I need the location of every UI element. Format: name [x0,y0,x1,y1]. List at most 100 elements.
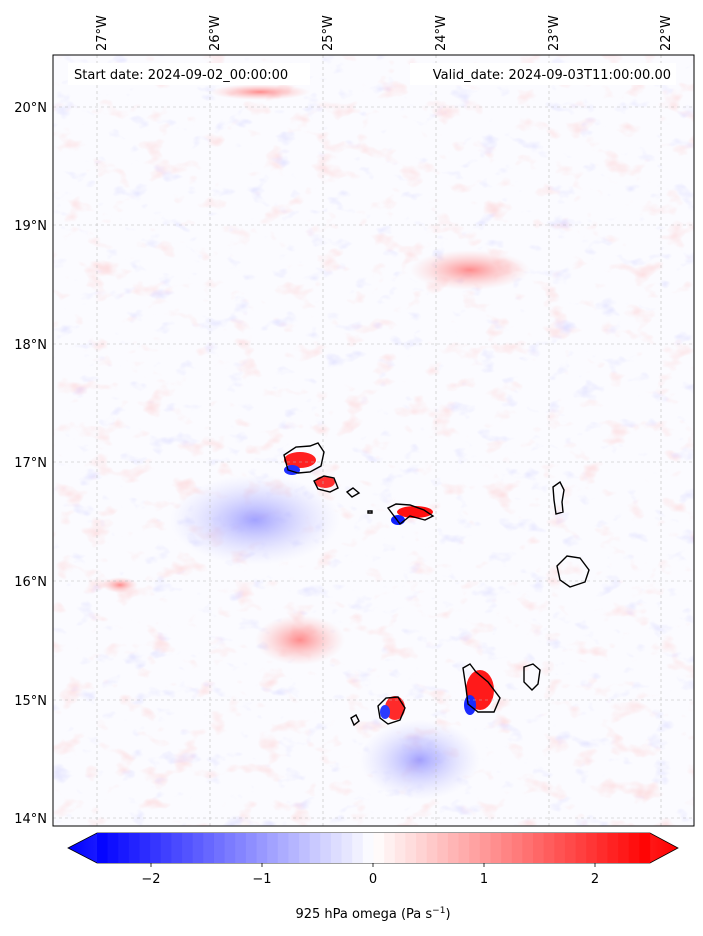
island-maio [523,663,541,691]
colorbar-step [213,833,225,863]
colorbar: −2 −1 0 1 2 925 hPa omega (Pa s−1) [67,832,679,922]
island-santa-luzia [345,487,361,498]
colorbar-step [192,833,204,863]
colorbar-step [522,833,534,863]
lat-label: 18°N [14,338,47,353]
start-date-text: Start date: 2024-09-02_00:00:00 [74,68,288,83]
colorbar-step [596,833,608,863]
island-sao-nicolau [386,503,435,525]
edge-band [102,577,138,593]
lat-labels: 20°N 19°N 18°N 17°N 16°N 15°N 14°N [14,101,47,827]
colorbar-label: 925 hPa omega (Pa s−1) [295,906,450,922]
lat-label: 19°N [14,219,47,234]
island-santiago [462,663,501,713]
colorbar-step [309,833,321,863]
edge-band [210,84,310,100]
colorbar-step [182,833,194,863]
colorbar-tick-label: −2 [141,872,160,887]
colorbar-tick-label: 2 [591,872,599,887]
colorbar-step [511,833,523,863]
colorbar-step [405,833,417,863]
valid-date-box [410,63,676,85]
island-dipole-red [397,506,433,518]
island-dipole-blue [391,515,405,525]
colorbar-step [277,833,289,863]
colorbar-step [373,833,385,863]
colorbar-step [416,833,427,863]
colorbar-step [203,833,215,863]
island-fogo [377,696,406,725]
colorbar-step [437,833,449,863]
colorbar-steps [97,833,651,863]
start-date-box [68,63,310,85]
ascent-zone [410,250,530,290]
lon-label: 22°W [659,15,674,51]
colorbar-step [362,833,374,863]
colorbar-step [479,833,491,863]
island-brava [350,714,360,727]
island-boa-vista [556,555,590,588]
colorbar-step [330,833,342,863]
gridlines [53,55,694,826]
colorbar-step [586,833,598,863]
colorbar-step [447,833,459,863]
island-dipole-red [284,452,316,468]
island-sao-vicente [313,475,339,493]
colorbar-step [245,833,257,863]
island-santo-antao [283,442,325,474]
colorbar-step [107,833,119,863]
colorbar-step [426,833,438,863]
lon-label: 25°W [321,15,336,51]
colorbar-step [256,833,268,863]
colorbar-step [160,833,172,863]
islet [367,510,373,514]
colorbar-step [564,833,576,863]
colorbar-step [235,833,247,863]
island-dipole-red [315,476,335,488]
lat-label: 20°N [14,101,47,116]
colorbar-step [224,833,236,863]
lat-label: 15°N [14,694,47,709]
lon-labels: 27°W 26°W 25°W 24°W 23°W 22°W [95,15,674,51]
lat-label: 17°N [14,456,47,471]
colorbar-step [97,833,108,863]
lon-label: 24°W [434,15,449,51]
colorbar-step [150,833,162,863]
colorbar-step [171,833,183,863]
ascent-zone [255,615,345,665]
coastlines [283,442,590,727]
colorbar-step [533,833,544,863]
colorbar-step [501,833,513,863]
island-sal [552,480,565,515]
colorbar-step [575,833,587,863]
island-dipole-red [385,696,405,720]
colorbar-ticks [150,863,596,867]
colorbar-step [128,833,140,863]
colorbar-step [628,833,640,863]
colorbar-step [299,833,310,863]
colorbar-step [458,833,470,863]
island-dipole-blue [380,705,390,719]
map-frame [52,54,695,827]
lon-label: 27°W [95,15,110,51]
colorbar-step [490,833,502,863]
colorbar-step [288,833,300,863]
convergence-zone [170,475,340,565]
colorbar-step [267,833,279,863]
colorbar-step [320,833,332,863]
lon-label: 26°W [208,15,223,51]
convergence-zone [360,720,480,800]
colorbar-tick-label: 1 [480,872,488,887]
colorbar-step [394,833,406,863]
colorbar-step [118,833,130,863]
colorbar-step [618,833,630,863]
colorbar-step [139,833,151,863]
valid-date-text: Valid_date: 2024-09-03T11:00:00.00 [433,68,671,83]
colorbar-tick-label: −1 [252,872,271,887]
colorbar-tick-label: 0 [369,872,377,887]
lon-label: 23°W [547,15,562,51]
colorbar-step [469,833,481,863]
colorbar-step [543,833,555,863]
lat-label: 14°N [14,812,47,827]
